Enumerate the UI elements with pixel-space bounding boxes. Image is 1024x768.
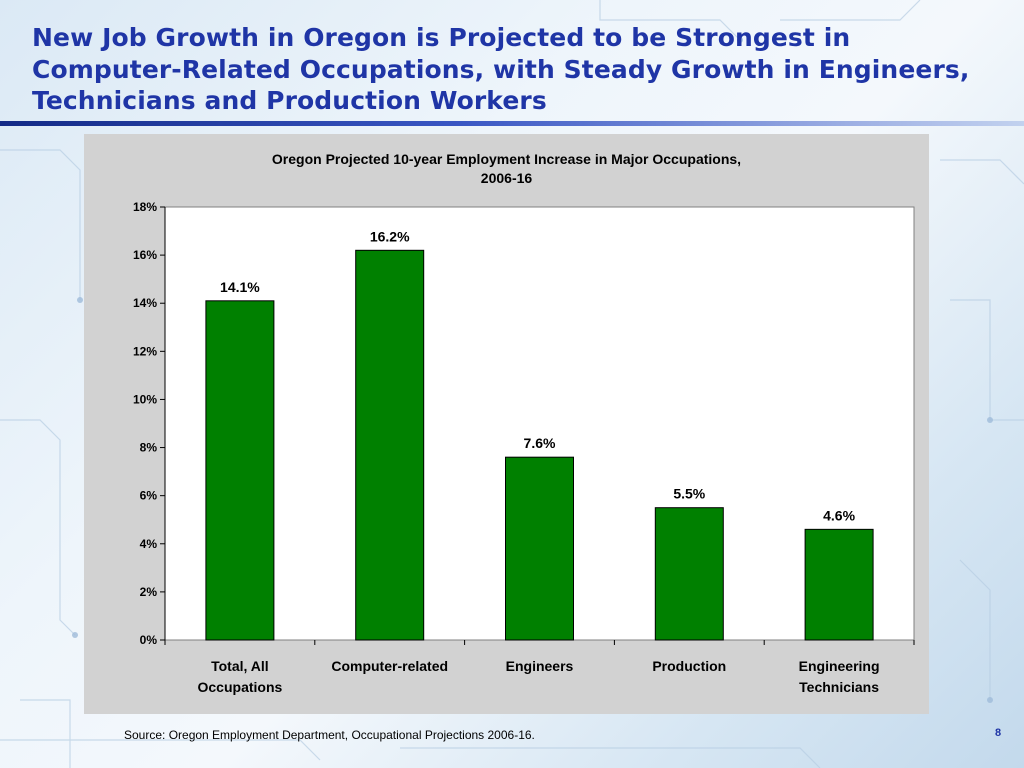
y-tick-label: 16% — [133, 248, 157, 262]
y-tick-label: 8% — [140, 441, 158, 455]
y-tick-label: 10% — [133, 392, 157, 406]
y-axis: 0% 2% 4% 6% 8% 10% 12% 14% 16% 18% — [133, 200, 166, 647]
page-number: 8 — [995, 727, 1002, 739]
data-label: 16.2% — [370, 228, 410, 244]
bar-series: 14.1% 16.2% 7.6% 5.5% 4.6% — [205, 228, 874, 641]
bar — [205, 300, 275, 641]
data-label: 4.6% — [823, 507, 855, 523]
y-tick-label: 4% — [140, 537, 158, 551]
source-note: Source: Oregon Employment Department, Oc… — [124, 728, 535, 742]
y-tick-label: 14% — [133, 296, 157, 310]
data-label: 7.6% — [524, 435, 556, 451]
bar-chart: 0% 2% 4% 6% 8% 10% 12% 14% 16% 18% 14.1% 16.2% 7.6%… — [133, 200, 915, 695]
y-tick-label: 2% — [140, 585, 158, 599]
y-tick-label: 0% — [140, 633, 158, 647]
chart-panel: 0% 2% 4% 6% 8% 10% 12% 14% 16% 18% 14.1% 16.2% 7.6%… — [84, 134, 929, 714]
x-category-label: Engineers — [506, 658, 574, 674]
slide-title: New Job Growth in Oregon is Projected to… — [32, 23, 970, 115]
x-category-label: Computer-related — [331, 658, 448, 674]
y-tick-label: 18% — [133, 200, 157, 214]
title-underline — [0, 121, 1024, 126]
bar — [654, 507, 724, 641]
x-category-label: Production — [652, 658, 726, 674]
x-category-label: Engineering Technicians — [799, 658, 880, 695]
bar — [355, 249, 425, 641]
x-axis: Total, All Occupations Computer-related Eng… — [164, 640, 915, 695]
data-label: 5.5% — [673, 486, 705, 502]
y-tick-label: 12% — [133, 344, 157, 358]
data-label: 14.1% — [220, 279, 260, 295]
x-category-label: Total, All Occupations — [198, 658, 283, 695]
y-tick-label: 6% — [140, 489, 158, 503]
bar — [804, 528, 874, 641]
bar — [505, 456, 574, 641]
chart-title: Oregon Projected 10-year Employment Incr… — [271, 151, 742, 186]
